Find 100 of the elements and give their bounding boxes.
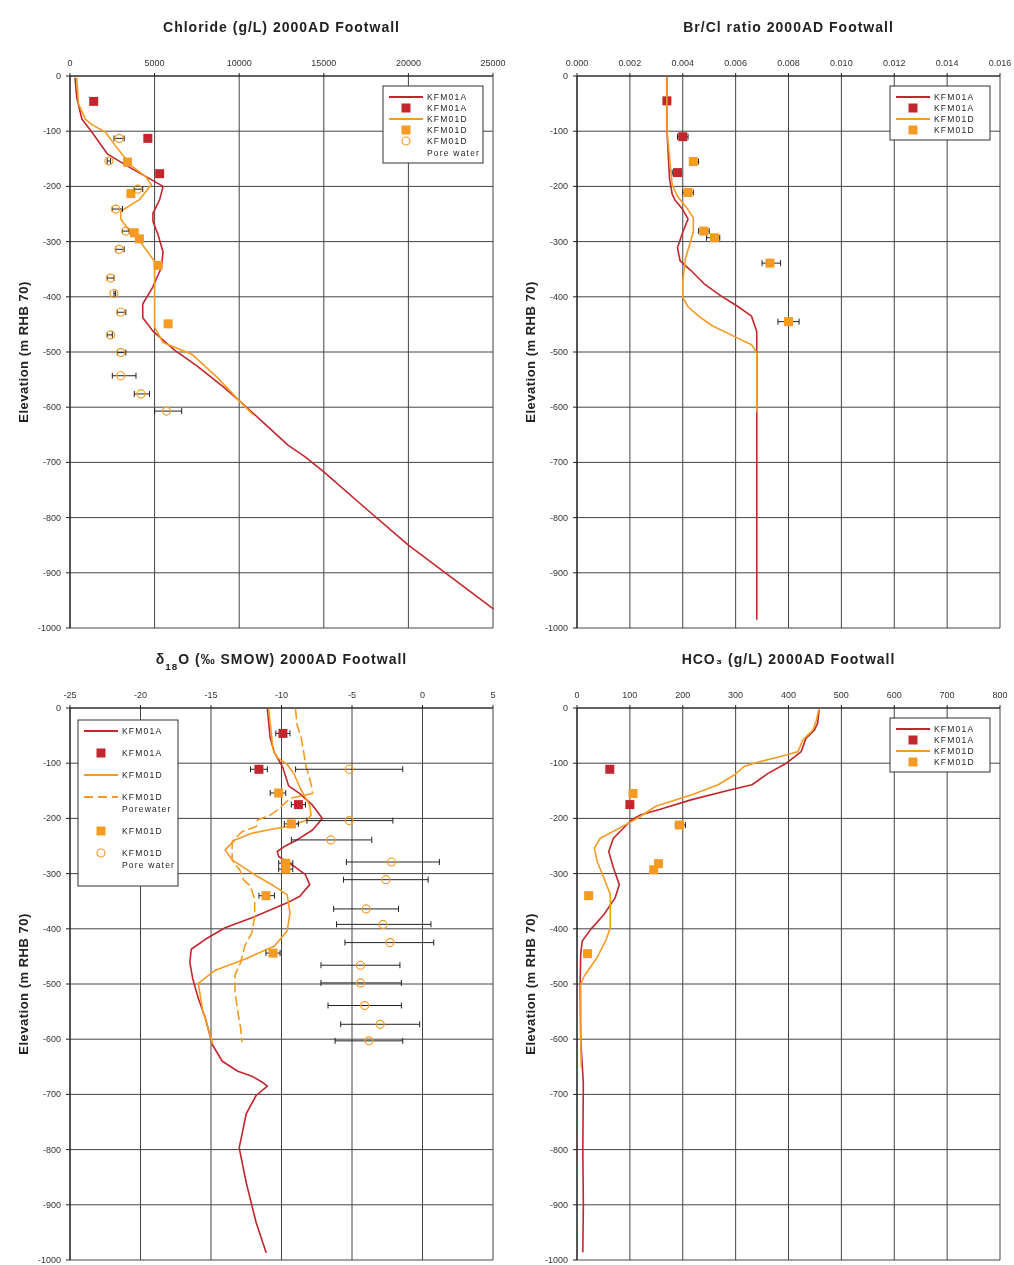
x-tick-label: 200	[675, 690, 691, 700]
chart-title: Br/Cl ratio 2000AD Footwall	[683, 19, 894, 35]
y-tick-label: -1000	[37, 623, 61, 633]
y-tick-label: -700	[42, 457, 61, 468]
x-tick-label: 15000	[311, 58, 337, 68]
x-tick-label: 10000	[226, 58, 252, 68]
point	[293, 800, 303, 810]
line-series	[189, 708, 324, 1254]
point	[385, 938, 395, 948]
x-tick-label: 0.012	[882, 58, 906, 68]
y-tick-label: -200	[42, 181, 61, 192]
point	[143, 133, 153, 143]
x-tick-label: 0	[67, 58, 73, 68]
line-series	[74, 77, 494, 610]
chart-title: Chloride (g/L) 2000AD Footwall	[163, 19, 400, 35]
y-tick-label: -700	[549, 457, 568, 468]
x-tick-label: 0.000	[565, 58, 589, 68]
y-tick-label: -400	[42, 923, 61, 934]
x-tick-label: 600	[886, 690, 902, 700]
x-tick-label: -5	[347, 690, 357, 700]
legend-label: KFM01A	[122, 726, 163, 736]
y-tick-label: -600	[42, 402, 61, 413]
point	[361, 904, 371, 914]
y-tick-label: -400	[42, 291, 61, 302]
y-axis-title: Elevation (m RHB 70)	[523, 281, 538, 423]
y-tick-label: -600	[549, 402, 568, 413]
legend-label: KFM01D	[934, 746, 975, 756]
x-tick-label: -15	[204, 690, 218, 700]
point	[163, 319, 173, 329]
y-tick-label: -1000	[37, 1255, 61, 1265]
point	[625, 800, 635, 810]
y-tick-label: -700	[42, 1089, 61, 1100]
x-tick-label: 0.002	[618, 58, 642, 68]
point	[360, 1000, 370, 1011]
y-tick-label: -800	[549, 512, 568, 523]
legend-label: KFM01D	[934, 757, 975, 767]
point	[89, 96, 99, 106]
y-tick-label: -1000	[544, 623, 568, 633]
point	[605, 764, 615, 774]
point	[155, 169, 165, 179]
x-tick-label: 0.004	[671, 58, 695, 68]
point	[126, 189, 136, 199]
point	[628, 789, 638, 799]
y-tick-label: -300	[42, 868, 61, 879]
y-tick-label: -500	[42, 347, 61, 357]
y-tick-label: 0	[562, 703, 568, 713]
line-series	[579, 709, 820, 1253]
y-tick-label: -500	[549, 347, 568, 357]
x-tick-label: -20	[133, 690, 148, 700]
point	[344, 764, 354, 774]
point	[326, 835, 336, 845]
point	[116, 371, 126, 381]
point	[136, 389, 146, 399]
point	[109, 288, 119, 299]
line-series	[666, 76, 758, 413]
y-tick-label: -400	[549, 291, 568, 302]
point	[381, 875, 391, 885]
y-tick-label: -600	[42, 1034, 61, 1045]
line-series	[579, 709, 820, 1068]
point	[153, 260, 163, 270]
x-tick-label: 25000	[480, 58, 506, 68]
y-tick-label: -900	[549, 1199, 568, 1210]
point	[386, 857, 397, 867]
line-series	[75, 77, 254, 416]
x-tick-label: 100	[622, 690, 638, 700]
y-tick-label: 0	[55, 71, 61, 81]
y-axis-title: Elevation (m RHB 70)	[523, 913, 538, 1055]
point	[378, 919, 388, 929]
legend-label: KFM01A	[934, 735, 975, 745]
legend-label: KFM01D	[122, 826, 163, 836]
x-tick-label: 400	[780, 690, 797, 700]
y-tick-label: -200	[549, 181, 568, 192]
point	[355, 960, 366, 970]
legend-label: KFM01D	[934, 125, 975, 135]
legend-label: KFM01D Pore water	[427, 136, 481, 158]
x-tick-label: -10	[274, 690, 289, 700]
point	[364, 1036, 374, 1046]
line-series	[197, 708, 312, 1044]
y-tick-label: -500	[42, 979, 61, 989]
x-tick-label: 5000	[144, 58, 165, 68]
legend-label: KFM01D	[427, 125, 468, 135]
x-tick-label: 0.008	[777, 58, 800, 68]
point	[375, 1019, 385, 1029]
y-axis-title: Elevation (m RHB 70)	[16, 281, 31, 423]
y-tick-label: -300	[42, 236, 61, 247]
legend-label: KFM01A	[934, 724, 975, 734]
x-tick-label: 500	[833, 690, 849, 700]
x-tick-label: 20000	[395, 58, 421, 68]
y-tick-label: 0	[562, 71, 568, 81]
legend-label: KFM01A	[122, 748, 163, 758]
y-tick-label: -600	[549, 1034, 568, 1045]
y-tick-label: -900	[549, 567, 568, 578]
y-tick-label: -300	[549, 868, 568, 879]
point	[649, 865, 659, 875]
x-tick-label: 0.010	[830, 58, 853, 68]
y-tick-label: -900	[42, 1199, 61, 1210]
x-tick-label: 700	[939, 690, 955, 700]
legend-label: KFM01A	[427, 103, 468, 113]
y-tick-label: -1000	[544, 1255, 568, 1265]
y-tick-label: -900	[42, 567, 61, 578]
